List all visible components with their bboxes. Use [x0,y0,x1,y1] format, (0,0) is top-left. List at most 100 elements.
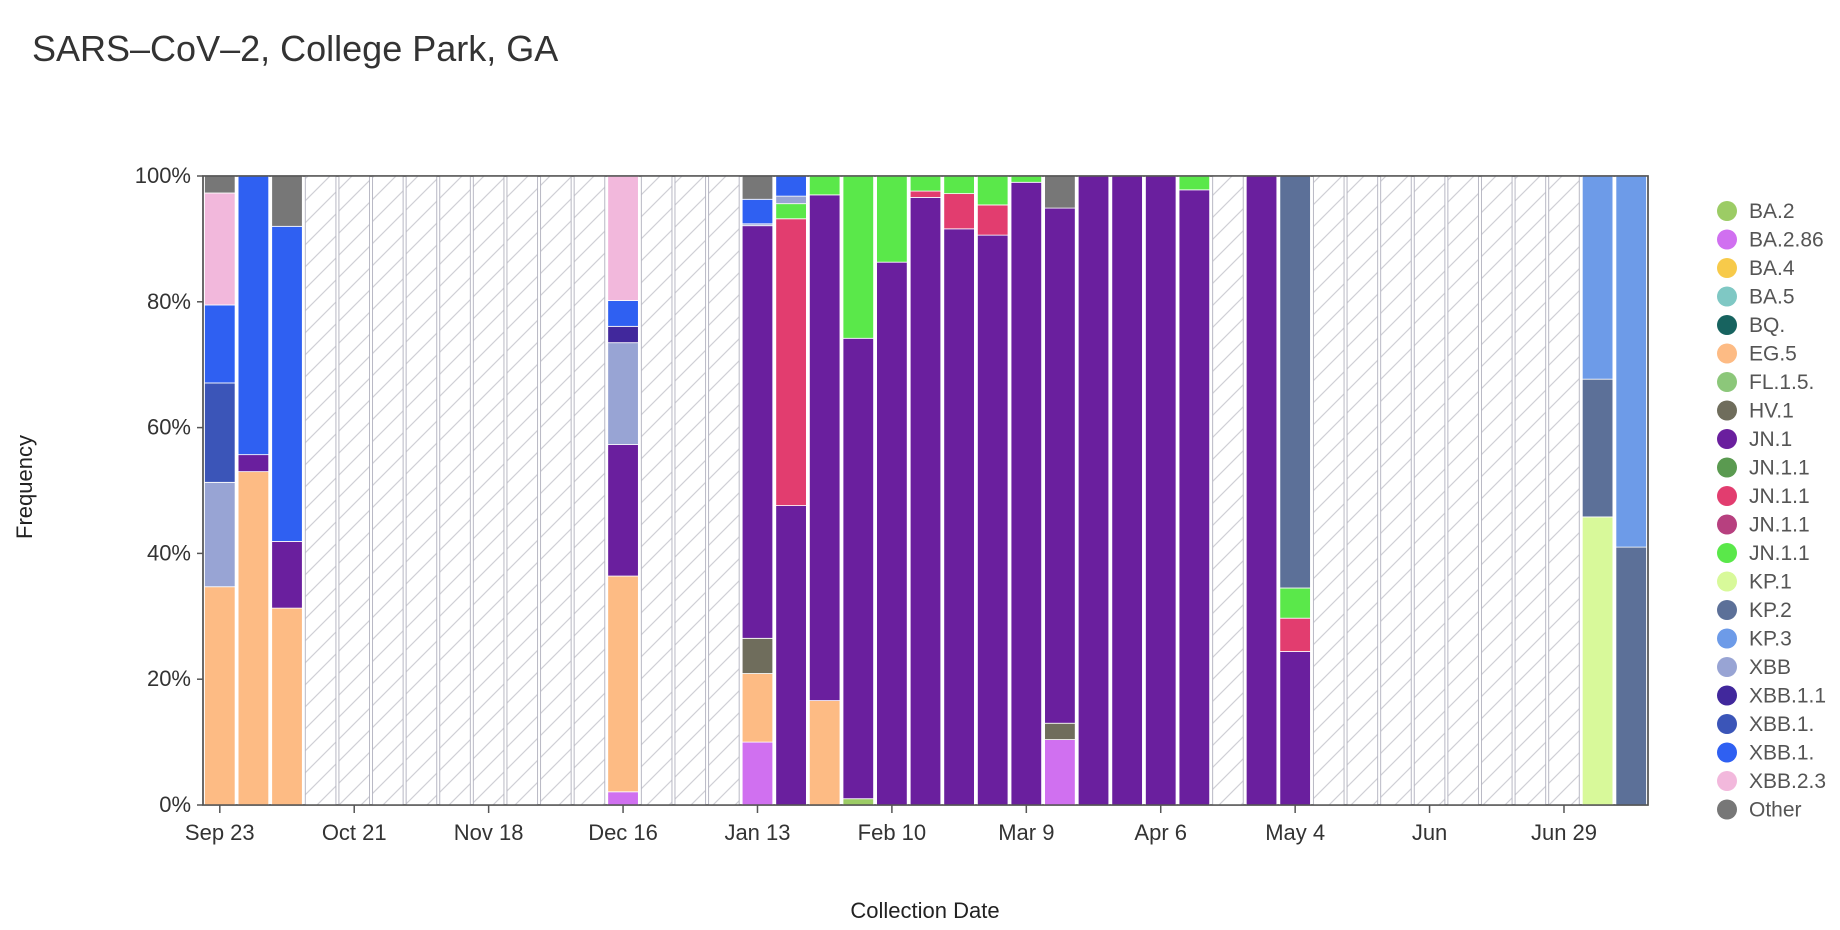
bar-segment[interactable]: XBB.2.3: 19.8% [607,175,639,301]
bar-segment[interactable]: KP.1: 45.8% [1581,516,1614,806]
bar-segment[interactable]: JN.1: 96.6% [909,196,942,806]
legend-label[interactable]: XBB.2.3 [1749,770,1826,793]
bar-segment[interactable]: JN.1.1: 4.6% [977,175,1009,206]
legend-label[interactable]: BA.5 [1749,286,1795,309]
bar-segment[interactable]: JN.1.1: 1% [1010,175,1043,183]
bar-segment[interactable]: Other: 3.7% [741,175,774,200]
bar-segment[interactable]: XBB.1.: 12.4% [204,304,236,384]
bar-segment[interactable]: JN.1: 73.2% [842,337,874,800]
bar-segment[interactable]: JN.1.1: 25.8% [842,175,874,339]
bar-segment[interactable]: JN.1: 91.6% [943,228,975,806]
bar-segment[interactable]: EG.5: 34.7% [204,586,236,806]
bar-segment[interactable]: JN.1.1: 4.8% [977,204,1009,236]
bar-segment[interactable]: BA.2.86: 10.4% [1044,739,1076,806]
bar-segment[interactable]: EG.5: 34.3% [607,575,639,793]
bar-segment[interactable]: JN.1: 65.6% [741,225,774,639]
bar-segment[interactable]: Other: 2.7% [204,175,236,194]
bar-segment[interactable]: JN.1.1: 5.6% [943,193,975,230]
bar-segment[interactable]: JN.1: 10.6% [271,541,303,609]
legend-swatch[interactable] [1717,372,1737,392]
legend-label[interactable]: HV.1 [1749,400,1794,423]
bar-segment[interactable]: XBB.1.: 15.8% [204,382,236,483]
bar-segment[interactable]: BA.2.86: 2.1% [607,791,639,806]
legend-label[interactable]: EG.5 [1749,343,1797,366]
bar-segment[interactable]: EG.5: 16.6% [808,700,841,806]
bar-segment[interactable]: JN.1.1: 2.8% [943,175,975,195]
legend-label[interactable]: FL.1.5. [1749,371,1814,394]
bar-segment[interactable]: HV.1: 2.6% [1044,722,1076,740]
legend-label[interactable]: XBB.1. [1749,713,1814,736]
bar-segment[interactable]: JN.1.1: 4.8% [1279,587,1311,619]
legend-label[interactable]: KP.3 [1749,628,1792,651]
bar-segment[interactable]: JN.1: 24.4% [1279,651,1311,806]
legend-label[interactable]: XBB.1.1 [1749,685,1826,708]
bar-segment[interactable]: XBB.1.: 4.1% [607,300,639,327]
bar-segment[interactable]: JN.1.1: 2.2% [1178,175,1211,191]
legend-label[interactable]: KP.1 [1749,571,1792,594]
legend-swatch[interactable] [1717,400,1737,421]
bar-segment[interactable]: KP.2: 21.9% [1581,378,1614,518]
bar-segment[interactable]: EG.5: 10.9% [741,673,774,743]
legend-swatch[interactable] [1717,343,1737,364]
legend-swatch[interactable] [1717,514,1737,535]
bar-segment[interactable]: XBB.1.: 3.9% [741,198,774,225]
legend-label[interactable]: JN.1 [1749,428,1792,451]
legend-swatch[interactable] [1717,201,1737,221]
bar-segment[interactable]: JN.1: 100% [1111,175,1143,806]
bar-segment[interactable]: XBB.1.: 50.1% [271,225,303,542]
bar-segment[interactable]: XBB: 1.2% [775,195,807,205]
bar-segment[interactable]: KP.3: 59% [1615,175,1647,548]
bar-segment[interactable]: KP.3: 32.3% [1581,175,1614,380]
legend-label[interactable]: JN.1.1 [1749,457,1810,480]
bar-segment[interactable]: XBB: 16.2% [607,342,639,445]
bar-segment[interactable]: JN.1: 100% [1077,175,1110,806]
bar-segment[interactable]: JN.1: 99% [1010,181,1043,806]
legend-label[interactable]: XBB.1. [1749,742,1814,765]
bar-segment[interactable]: BA.2.86: 10% [741,741,774,806]
bar-segment[interactable]: KP.2: 65.5% [1279,175,1311,589]
legend-swatch[interactable] [1717,600,1737,620]
legend-swatch[interactable] [1717,799,1737,820]
bar-segment[interactable]: JN.1: 100% [1145,175,1177,806]
bar-segment[interactable]: EG.5: 53% [237,471,270,806]
legend-swatch[interactable] [1717,315,1737,335]
bar-segment[interactable]: JN.1: 2.7% [237,454,270,473]
bar-segment[interactable]: HV.1: 5.6% [741,637,774,674]
bar-segment[interactable]: JN.1.1: 45.6% [775,218,807,506]
bar-segment[interactable]: JN.1: 100% [1245,175,1278,806]
legend-swatch[interactable] [1717,229,1737,250]
bar-segment[interactable]: JN.1: 47.6% [775,505,807,806]
legend-swatch[interactable] [1717,771,1737,791]
bar-segment[interactable]: XBB.2.3: 17.8% [204,192,236,306]
bar-segment[interactable]: XBB.1.: 3.2% [775,175,807,197]
bar-segment[interactable]: XBB.1.: 44.3% [237,175,270,456]
bar-segment[interactable]: JN.1.1: 2.4% [775,203,807,220]
legend-swatch[interactable] [1717,571,1737,592]
bar-segment[interactable]: JN.1: 20.9% [607,444,639,577]
legend-label[interactable]: BA.2 [1749,200,1795,223]
legend-swatch[interactable] [1717,628,1737,649]
bar-segment[interactable]: JN.1: 80.4% [808,194,841,701]
legend-swatch[interactable] [1717,543,1737,563]
legend-label[interactable]: XBB [1749,656,1791,679]
bar-segment[interactable]: JN.1.1: 2.4% [909,175,942,192]
bar-segment[interactable]: Other: 5.1% [1044,175,1076,209]
legend-label[interactable]: BA.4 [1749,257,1795,280]
legend-label[interactable]: KP.2 [1749,599,1792,622]
legend-label[interactable]: BQ. [1749,314,1785,337]
legend-swatch[interactable] [1717,714,1737,734]
legend-swatch[interactable] [1717,685,1737,706]
bar-segment[interactable]: Other: 8% [271,175,303,227]
legend-label[interactable]: BA.2.86 [1749,229,1824,252]
legend-swatch[interactable] [1717,486,1737,506]
legend-swatch[interactable] [1717,657,1737,677]
bar-segment[interactable]: JN.1.1: 3% [808,175,841,196]
legend-swatch[interactable] [1717,429,1737,449]
bar-segment[interactable]: JN.1.1: 5.3% [1279,617,1311,652]
bar-segment[interactable]: XBB.1.1: 2.6% [607,325,639,344]
legend-label[interactable]: Other [1749,799,1802,822]
legend-label[interactable]: JN.1.1 [1749,542,1810,565]
bar-segment[interactable]: KP.2: 41% [1615,546,1647,806]
bar-segment[interactable]: BA.2: 1% [842,798,874,806]
bar-segment[interactable]: XBB: 16.6% [204,481,236,588]
